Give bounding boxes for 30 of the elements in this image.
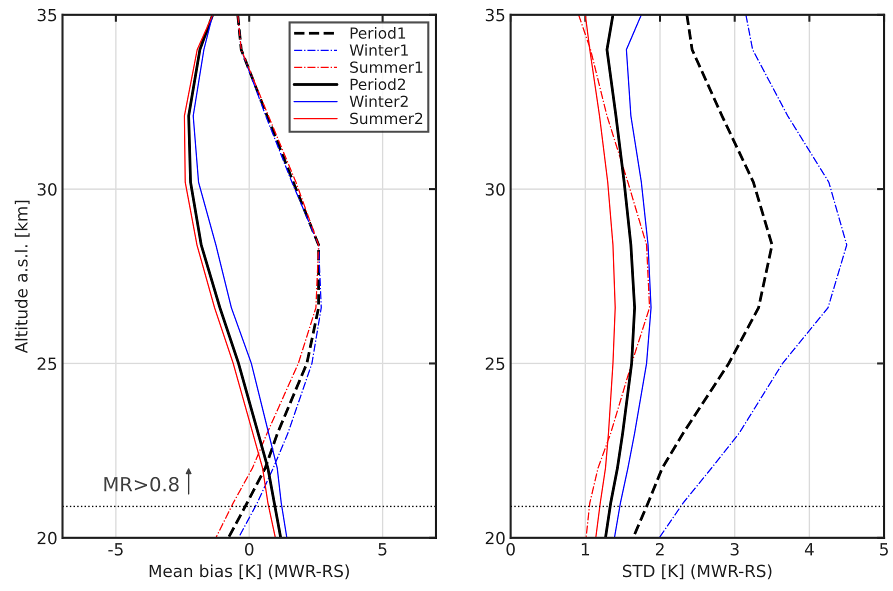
x-tick-label: 5 xyxy=(378,543,386,556)
y-tick-label: 35 xyxy=(486,8,504,22)
x-tick-label: 5 xyxy=(880,543,888,556)
x-tick-label: 0 xyxy=(506,542,515,556)
y-tick-label: 20 xyxy=(38,532,57,544)
line-series xyxy=(658,14,848,538)
legend-label: Winter1 xyxy=(350,44,408,56)
x-tick-label: 4 xyxy=(804,543,814,556)
x-tick-label: 3 xyxy=(730,542,739,556)
y-tick-label: 25 xyxy=(486,357,504,370)
x-tick-label: 1 xyxy=(582,543,590,556)
line-series xyxy=(614,14,652,538)
legend-label: Summer2 xyxy=(350,112,422,124)
line-series xyxy=(578,14,650,538)
legend-label: Period2 xyxy=(350,78,405,90)
x-axis-title: STD [K] (MWR-RS) xyxy=(622,564,772,580)
legend-label: Winter2 xyxy=(350,95,408,108)
legend-label: Summer1 xyxy=(350,61,422,73)
x-tick-label: 2 xyxy=(656,542,664,556)
y-tick-label: 20 xyxy=(486,532,505,544)
x-tick-label: -5 xyxy=(108,543,123,556)
x-tick-label: 0 xyxy=(245,542,254,556)
x-axis-title: Mean bias [K] (MWR-RS) xyxy=(150,564,349,580)
y-tick-label: 30 xyxy=(38,183,57,196)
legend-label: Period1 xyxy=(350,26,406,39)
y-tick-label: 30 xyxy=(486,183,505,196)
y-axis-title: Altitude a.s.l. [km] xyxy=(14,200,30,354)
annotation: MR>0.8 xyxy=(104,476,179,492)
y-tick-label: 35 xyxy=(38,8,56,22)
y-tick-label: 25 xyxy=(38,357,56,370)
